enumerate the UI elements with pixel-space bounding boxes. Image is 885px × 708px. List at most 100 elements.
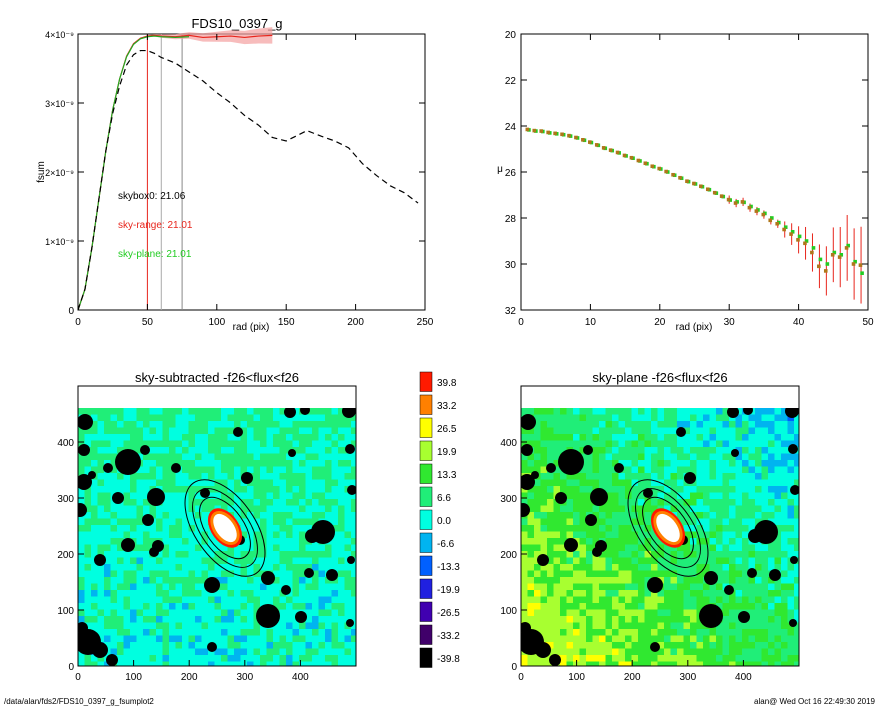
map-pixel [266, 512, 274, 519]
galaxy-core-white [213, 513, 237, 543]
map-pixel [247, 570, 254, 578]
mask-29 [785, 408, 799, 418]
map-pixel [123, 635, 131, 643]
map-pixel [605, 453, 613, 461]
map-pixel [136, 557, 144, 565]
map-pixel [312, 414, 319, 422]
map-pixel [318, 486, 326, 493]
map-pixel [592, 609, 600, 617]
map-pixel [599, 590, 606, 597]
map-pixel [292, 434, 300, 441]
map-pixel [84, 512, 92, 519]
map-pixel [781, 577, 788, 584]
map-pixel [670, 505, 678, 513]
map-pixel [156, 648, 163, 656]
map-pixel [612, 564, 619, 571]
map-pixel [214, 544, 222, 552]
map-pixel [110, 635, 118, 643]
map-pixel [195, 408, 202, 415]
map-pixel [188, 434, 196, 441]
map-pixel [709, 544, 717, 552]
map-pixel [331, 596, 339, 604]
map-pixel [260, 427, 267, 435]
map-pixel [566, 434, 574, 441]
map-pixel [599, 609, 606, 617]
map-pixel [169, 609, 176, 617]
map-pixel [547, 414, 554, 422]
map-pixel [169, 551, 176, 558]
map-pixel [560, 512, 567, 519]
map-pixel [735, 583, 743, 591]
map-pixel [175, 577, 183, 584]
map-pixel [162, 466, 170, 474]
map-pixel [279, 499, 287, 506]
map-pixel [664, 609, 671, 617]
map-pixel [703, 460, 710, 467]
map-pixel [573, 427, 580, 435]
map-pixel [97, 421, 105, 428]
map-pixel [175, 648, 183, 656]
mask-4 [546, 463, 556, 473]
map-pixel [344, 492, 352, 500]
map-pixel [227, 499, 235, 506]
map-pixel [781, 473, 788, 480]
map-pixel [638, 609, 645, 617]
map-pixel [540, 512, 548, 519]
map-pixel [521, 499, 528, 506]
map-pixel [130, 427, 137, 435]
map-pixel [625, 434, 632, 441]
map-pixel [573, 564, 580, 571]
map-pixel [325, 421, 332, 428]
map-pixel [735, 609, 743, 617]
map-pixel [709, 421, 717, 428]
map-pixel [351, 531, 356, 539]
map-pixel [351, 616, 356, 623]
map-pixel [547, 434, 554, 441]
map-pixel [579, 421, 587, 428]
map-pixel [279, 531, 287, 539]
map-pixel [729, 622, 736, 630]
map-pixel [273, 421, 280, 428]
map-pixel [201, 408, 209, 415]
map-pixel [670, 479, 678, 487]
map-pixel [534, 427, 541, 435]
map-pixel [612, 622, 619, 630]
map-pixel [677, 408, 684, 415]
map-pixel [573, 473, 580, 480]
map-pixel [312, 635, 319, 643]
map-pixel [247, 596, 254, 604]
map-pixel [612, 570, 619, 578]
map-pixel [130, 499, 137, 506]
map-pixel [234, 661, 241, 666]
map-pixel [787, 648, 795, 656]
map-pixel [644, 577, 652, 584]
map-xtick-label-0: 0 [518, 672, 524, 683]
map-pixel [742, 583, 749, 591]
map-pixel [787, 499, 795, 506]
map-pixel [696, 525, 704, 532]
map-pixel [553, 486, 561, 493]
map-pixel [351, 479, 356, 487]
map-pixel [547, 421, 554, 428]
map-pixel [553, 616, 561, 623]
map-pixel [234, 479, 241, 487]
map-pixel [156, 434, 163, 441]
map-pixel [292, 447, 300, 454]
map-pixel [338, 642, 345, 649]
map-pixel [188, 473, 196, 480]
map-pixel [123, 551, 131, 558]
map-pixel [761, 590, 769, 597]
map-pixel [130, 616, 137, 623]
map-pixel [305, 577, 313, 584]
map-pixel [117, 414, 124, 422]
map-pixel [201, 447, 209, 454]
map-pixel [625, 661, 632, 666]
map-pixel [787, 544, 795, 552]
map-pixel [162, 531, 170, 539]
map-pixel [104, 583, 111, 591]
mu-point-red-21 [671, 172, 675, 177]
map-pixel [273, 661, 280, 666]
map-pixel [677, 460, 684, 467]
map-pixel [690, 551, 697, 558]
map-pixel [221, 616, 228, 623]
